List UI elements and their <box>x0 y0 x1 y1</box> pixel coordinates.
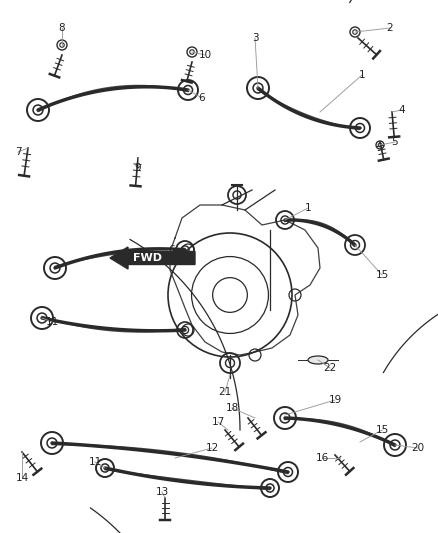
Text: 18: 18 <box>226 403 239 413</box>
FancyArrow shape <box>110 247 195 269</box>
Text: FWD: FWD <box>134 253 162 263</box>
Text: 20: 20 <box>411 443 424 453</box>
Text: 16: 16 <box>315 453 328 463</box>
Text: 6: 6 <box>169 245 175 255</box>
Text: 15: 15 <box>375 425 389 435</box>
Text: 9: 9 <box>135 163 141 173</box>
Text: 11: 11 <box>88 457 102 467</box>
Text: 13: 13 <box>155 487 169 497</box>
Text: 8: 8 <box>59 23 65 33</box>
Text: 3: 3 <box>252 33 258 43</box>
Text: 1: 1 <box>305 203 311 213</box>
Text: 10: 10 <box>198 50 212 60</box>
Text: 1: 1 <box>359 70 365 80</box>
Text: 11: 11 <box>46 317 59 327</box>
Text: 22: 22 <box>323 363 337 373</box>
Text: 21: 21 <box>219 387 232 397</box>
Text: 17: 17 <box>212 417 225 427</box>
Text: 15: 15 <box>375 270 389 280</box>
Text: 12: 12 <box>205 443 219 453</box>
Text: 6: 6 <box>199 93 205 103</box>
Text: 19: 19 <box>328 395 342 405</box>
Text: 5: 5 <box>392 137 398 147</box>
Text: 4: 4 <box>399 105 405 115</box>
Text: 7: 7 <box>15 147 21 157</box>
Text: 14: 14 <box>15 473 28 483</box>
Ellipse shape <box>308 356 328 364</box>
Text: 2: 2 <box>387 23 393 33</box>
